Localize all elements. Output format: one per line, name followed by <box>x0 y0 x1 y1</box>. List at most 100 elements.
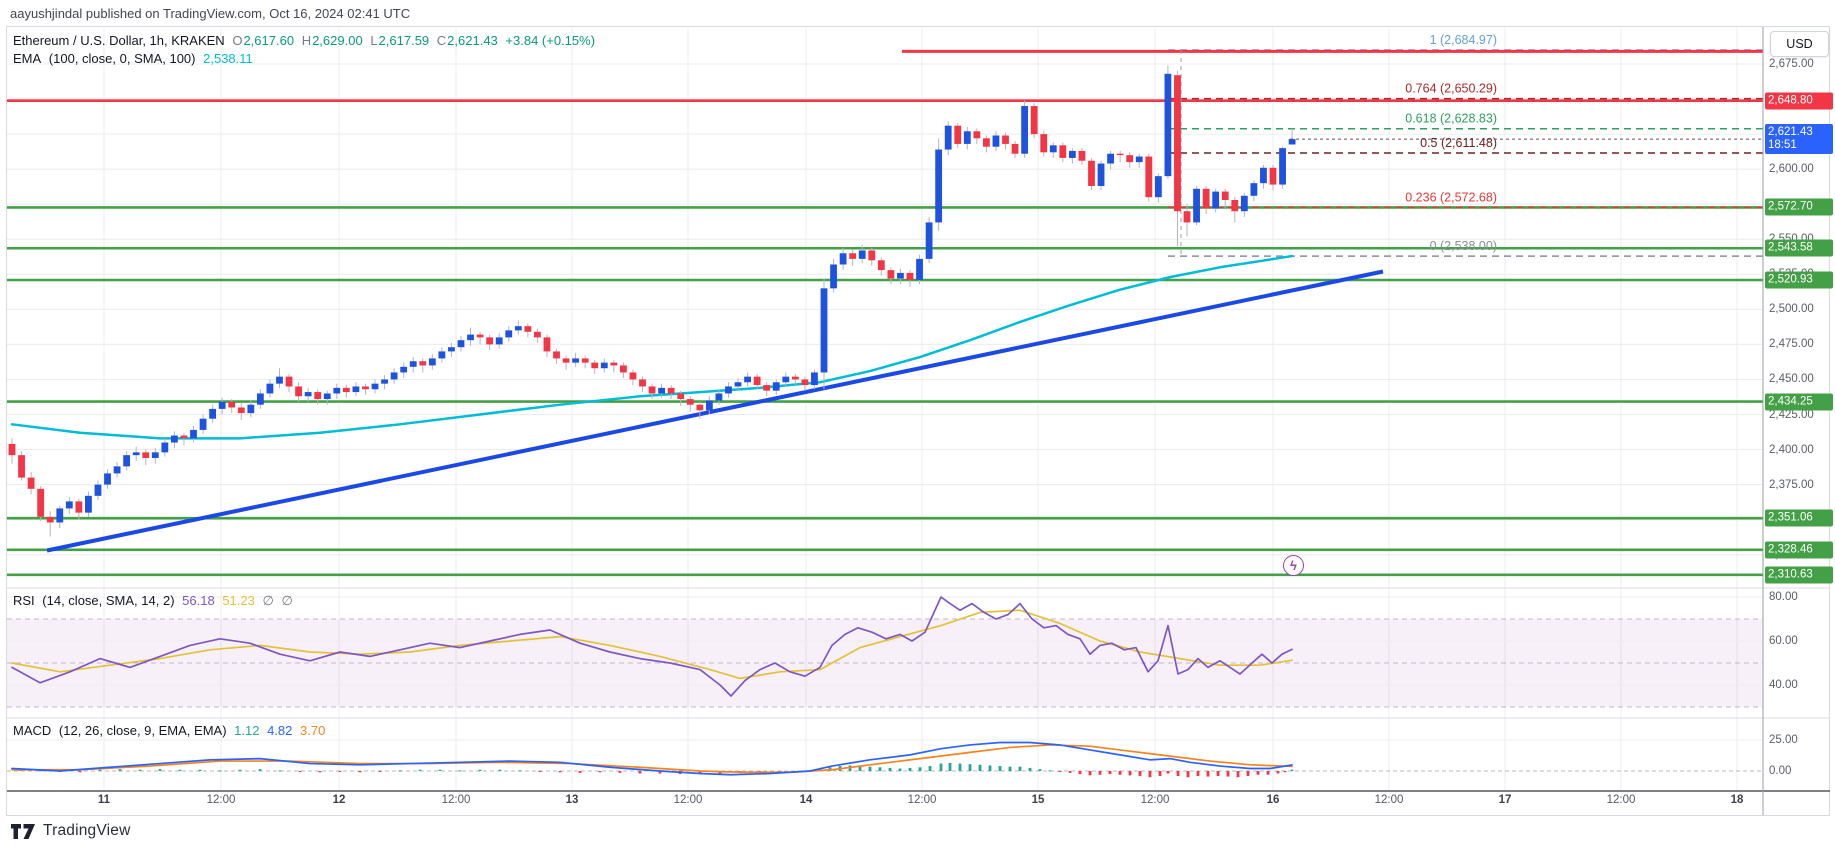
tradingview-logo[interactable]: TradingView <box>10 822 131 840</box>
candle <box>199 418 207 430</box>
macd-histogram-bar <box>1028 767 1032 771</box>
macd-histogram-bar <box>378 771 382 772</box>
macd-histogram-bar <box>458 770 462 772</box>
tradingview-logo-icon <box>11 823 35 839</box>
macd-histogram-bar <box>898 768 902 771</box>
fib-level-label: 1 (2,684.97) <box>1430 33 1497 47</box>
price-axis-label: 2,375.00 <box>1769 478 1814 491</box>
candle <box>400 366 408 373</box>
macd-histogram-bar <box>1148 771 1152 778</box>
candle <box>772 382 780 391</box>
candle <box>1279 148 1286 185</box>
candle <box>744 376 751 383</box>
candle <box>1269 167 1277 185</box>
macd-histogram-bar <box>178 769 182 771</box>
candle <box>27 477 35 489</box>
macd-histogram-bar <box>598 771 602 773</box>
macd-histogram-bar <box>418 769 422 771</box>
candle <box>1126 155 1134 163</box>
candle <box>1088 160 1095 186</box>
candle <box>639 379 646 387</box>
candle <box>237 407 245 414</box>
candle <box>954 125 962 144</box>
candle <box>94 484 102 496</box>
rsi-empty-icon: ∅ <box>262 593 274 608</box>
price-badge: 2,543.58 <box>1765 239 1833 257</box>
macd-histogram-bar <box>1226 771 1230 777</box>
time-axis-label: 15 <box>1031 794 1045 806</box>
ema-value: 2,538.11 <box>203 51 253 66</box>
candle <box>1183 211 1191 223</box>
macd-histogram-bar <box>1176 771 1180 776</box>
candle <box>877 260 885 271</box>
macd-histogram-bar <box>1158 771 1162 776</box>
price-badge: 2,648.80 <box>1765 92 1833 110</box>
candle <box>457 340 465 348</box>
indicator-axis-label: 0.00 <box>1769 765 1792 777</box>
macd-histogram-bar <box>878 767 882 771</box>
macd-histogram-bar <box>198 769 202 771</box>
candle <box>1116 153 1124 156</box>
macd-line-value: 4.82 <box>267 723 293 738</box>
rsi-params: (14, close, SMA, 14, 2) <box>42 593 175 608</box>
countdown-timer: 18:51 <box>1768 139 1797 152</box>
candle <box>209 408 217 419</box>
candle <box>1030 106 1038 135</box>
symbol-title: Ethereum / U.S. Dollar, 1h, KRAKEN <box>13 33 225 48</box>
candle <box>1288 139 1296 145</box>
time-axis-label: 12:00 <box>1374 794 1404 806</box>
price-axis-label: 2,425.00 <box>1769 408 1814 421</box>
candle <box>1145 156 1153 198</box>
macd-histogram-bar <box>958 763 962 771</box>
candle <box>610 362 618 366</box>
macd-histogram-bar <box>438 769 442 771</box>
macd-histogram-bar <box>1186 771 1190 778</box>
candle <box>419 361 427 366</box>
candle <box>830 264 837 289</box>
rsi-legend[interactable]: RSI (14, close, SMA, 14, 2) 56.18 51.23 … <box>13 593 297 609</box>
macd-histogram-bar <box>498 769 502 771</box>
time-axis-label: 12:00 <box>673 794 703 806</box>
candle <box>1002 135 1009 144</box>
macd-title: MACD <box>13 723 52 738</box>
macd-histogram-bar <box>988 765 992 771</box>
candle <box>935 149 943 223</box>
candle <box>705 400 713 411</box>
macd-histogram-bar <box>618 771 622 773</box>
candle <box>371 383 379 390</box>
macd-histogram-bar <box>948 762 952 771</box>
time-axis-label: 12:00 <box>1606 794 1636 806</box>
candle <box>266 383 274 394</box>
candle <box>686 399 694 405</box>
macd-histogram-bar <box>1166 771 1170 774</box>
macd-histogram-bar <box>298 771 302 772</box>
candle <box>572 358 580 363</box>
candle <box>161 442 169 453</box>
macd-histogram-bar <box>858 766 862 771</box>
fib-level-label: 0 (2,538.00) <box>1430 239 1497 253</box>
candle <box>1154 176 1162 198</box>
time-axis-label: 12:00 <box>441 794 471 806</box>
macd-histogram-bar <box>338 771 342 772</box>
candle <box>725 386 732 394</box>
macd-histogram-bar <box>968 764 972 771</box>
indicator-axis-label: 40.00 <box>1769 679 1798 691</box>
time-axis-label: 12:00 <box>907 794 937 806</box>
currency-unit-button[interactable]: USD <box>1770 31 1829 57</box>
candle <box>849 253 857 259</box>
macd-histogram-bar <box>1048 770 1052 772</box>
candle <box>180 435 188 439</box>
candle <box>887 270 895 279</box>
price-badge: 2,621.43 18:51 <box>1765 124 1833 155</box>
change-value: +3.84 (+0.15%) <box>505 33 596 48</box>
symbol-legend[interactable]: Ethereum / U.S. Dollar, 1h, KRAKEN O2,61… <box>13 33 599 48</box>
ema-legend[interactable]: EMA (100, close, 0, SMA, 100) 2,538.11 <box>13 51 257 66</box>
candle <box>218 401 226 409</box>
candle <box>801 379 809 386</box>
macd-legend[interactable]: MACD (12, 26, close, 9, EMA, EMA) 1.12 4… <box>13 723 329 738</box>
macd-histogram-bar <box>1290 769 1294 771</box>
candle <box>1260 167 1267 184</box>
macd-histogram-bar <box>1283 771 1287 773</box>
